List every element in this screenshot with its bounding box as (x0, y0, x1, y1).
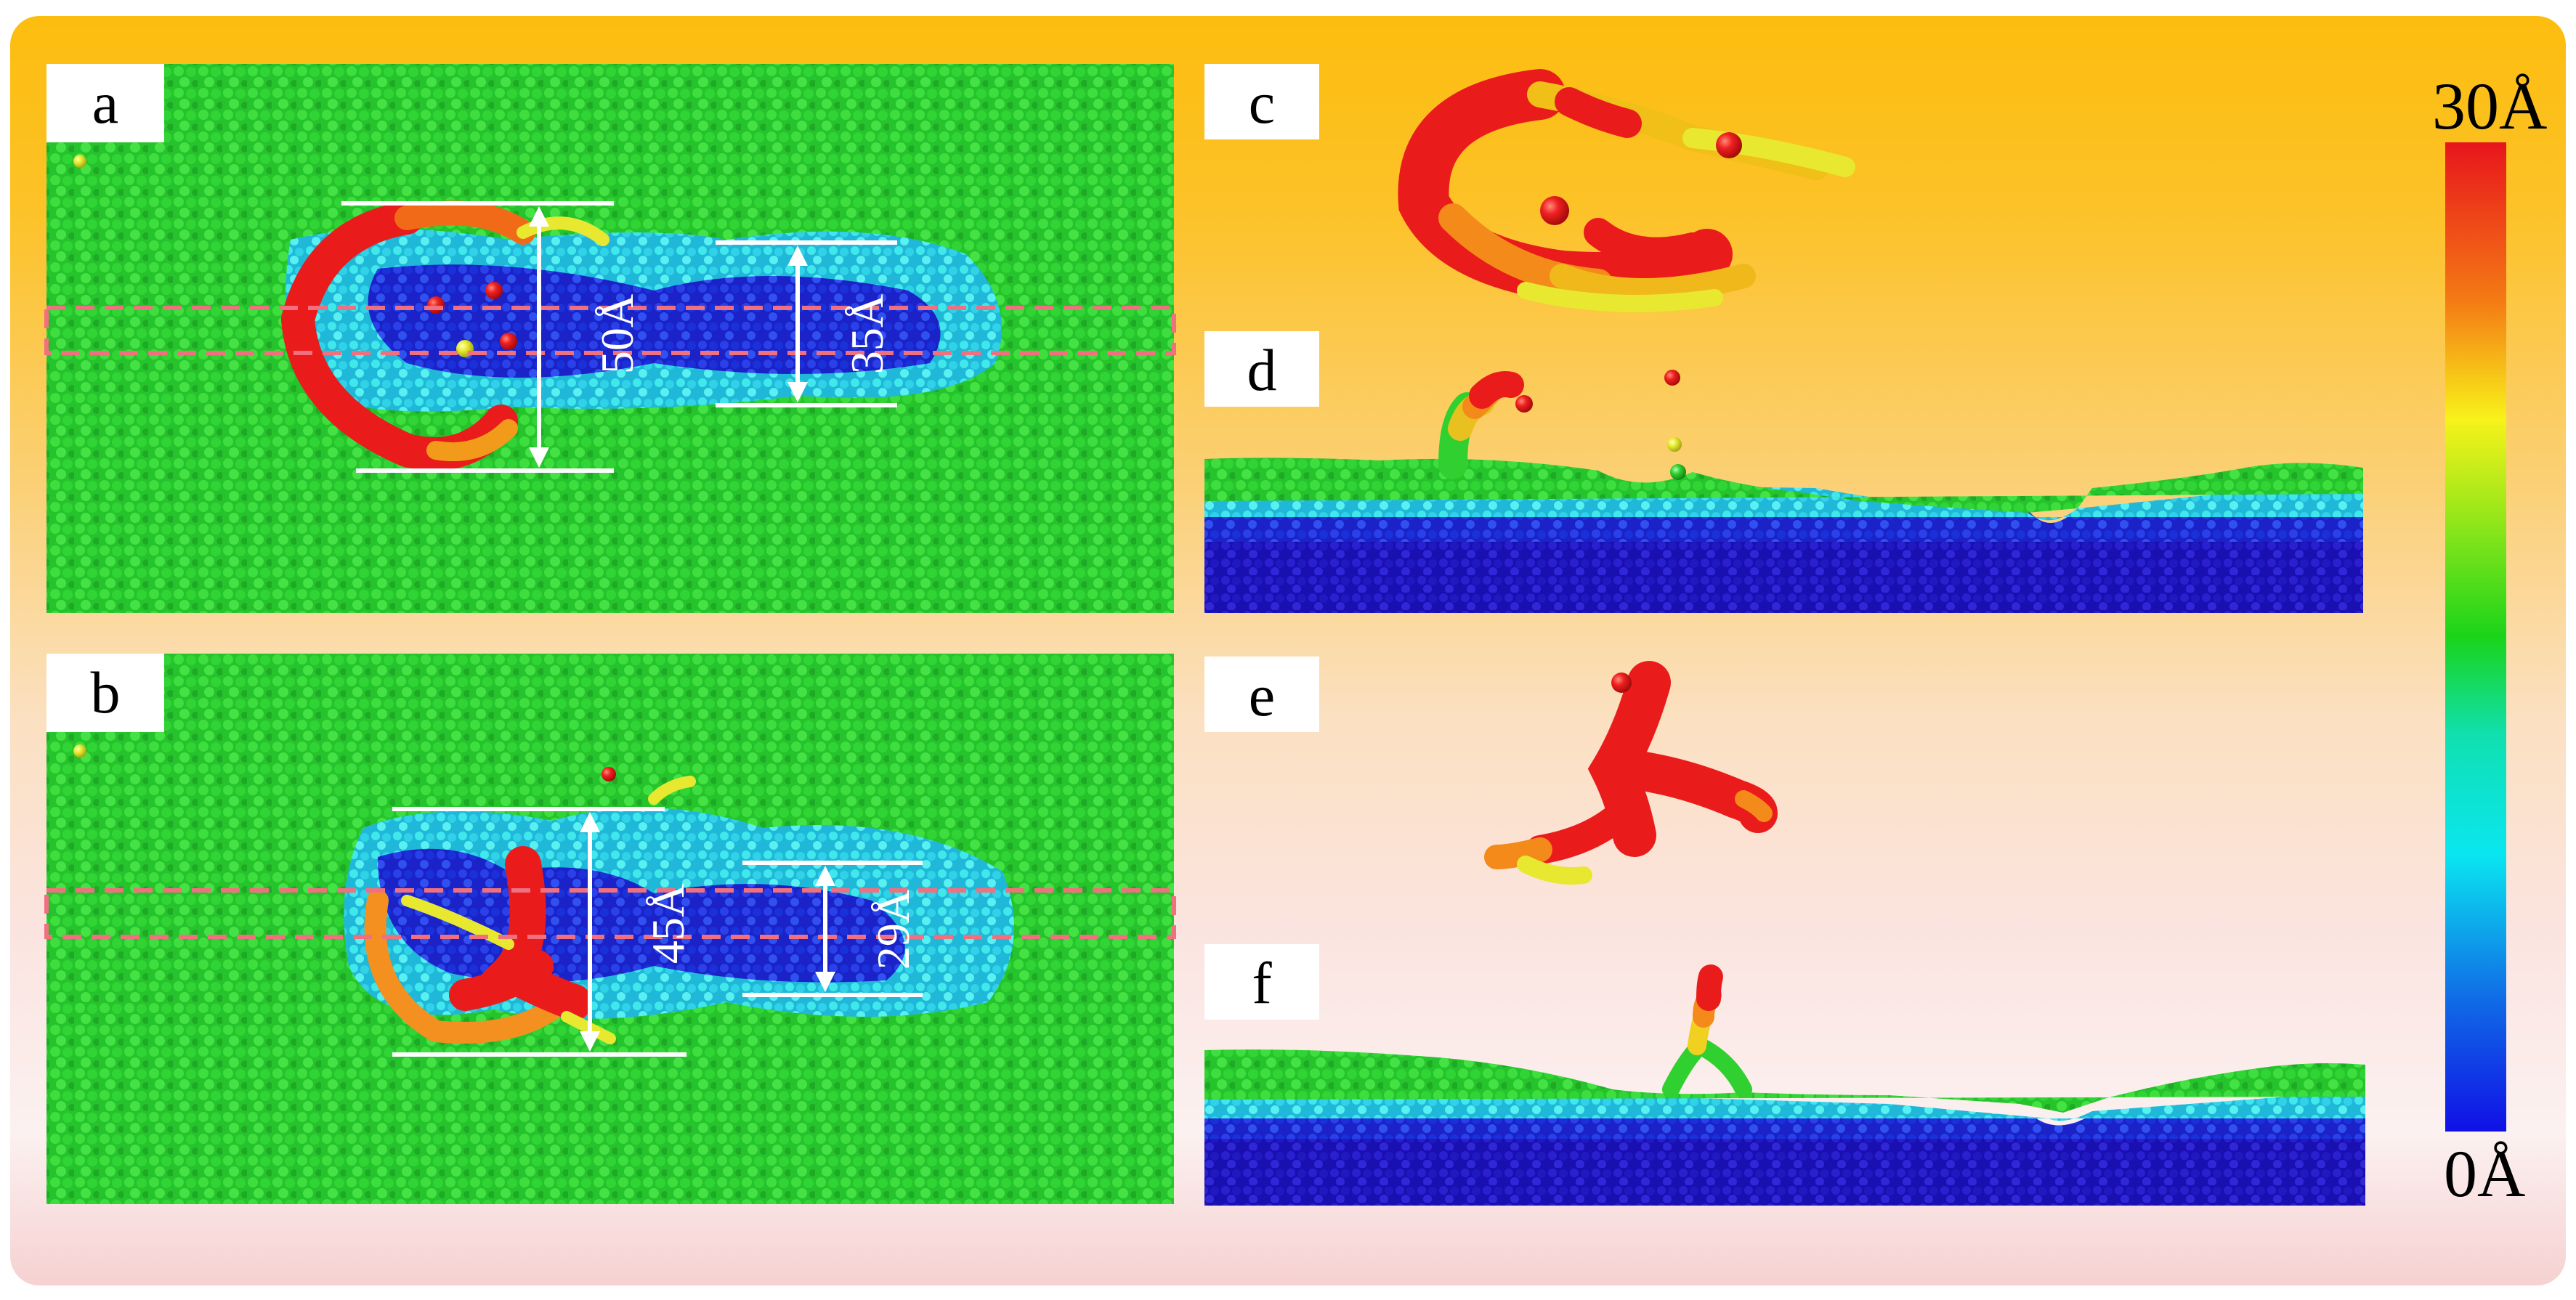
panel-b-measure-wide-label: 45Å (642, 883, 694, 964)
panel-d-surface (1204, 370, 2363, 613)
panel-a-label: a (46, 64, 164, 142)
panel-a-measure-narrow (716, 240, 897, 407)
panel-e-label: e (1204, 657, 1319, 732)
color-scale-bar (2445, 142, 2506, 1132)
panel-a-measure-wide (341, 201, 614, 473)
panel-d-label: d (1204, 331, 1319, 407)
panel-a-measure-wide-label: 50Å (591, 293, 643, 375)
panel-a-measure-narrow-label: 35Å (841, 293, 893, 375)
panel-a-guide-band (44, 306, 1176, 355)
panel-b-measure-narrow (742, 861, 923, 997)
panel-a-particle-cluster (73, 155, 609, 471)
color-scale-min-label: 0Å (2444, 1137, 2526, 1211)
panel-b-measure-narrow-label: 29Å (867, 889, 919, 970)
panel-c-label: c (1204, 64, 1319, 139)
panel-f-label: f (1204, 944, 1319, 1020)
panel-a-surface (44, 64, 1176, 613)
panel-b-guide-band (44, 888, 1176, 939)
panel-c-particle-cluster (1398, 69, 1855, 312)
panel-d-particle-column (1438, 370, 1686, 480)
panel-b-surface (44, 654, 1176, 1204)
panel-b-measure-wide (392, 807, 686, 1057)
panel-b-label: b (46, 654, 164, 732)
color-scale-max-label: 30Å (2432, 69, 2548, 143)
panel-e-particle-cluster (1484, 661, 1778, 885)
panel-b-particle-cluster (73, 744, 696, 1044)
panel-f-surface (1204, 964, 2365, 1206)
panel-f-particle-column (1662, 964, 1752, 1098)
